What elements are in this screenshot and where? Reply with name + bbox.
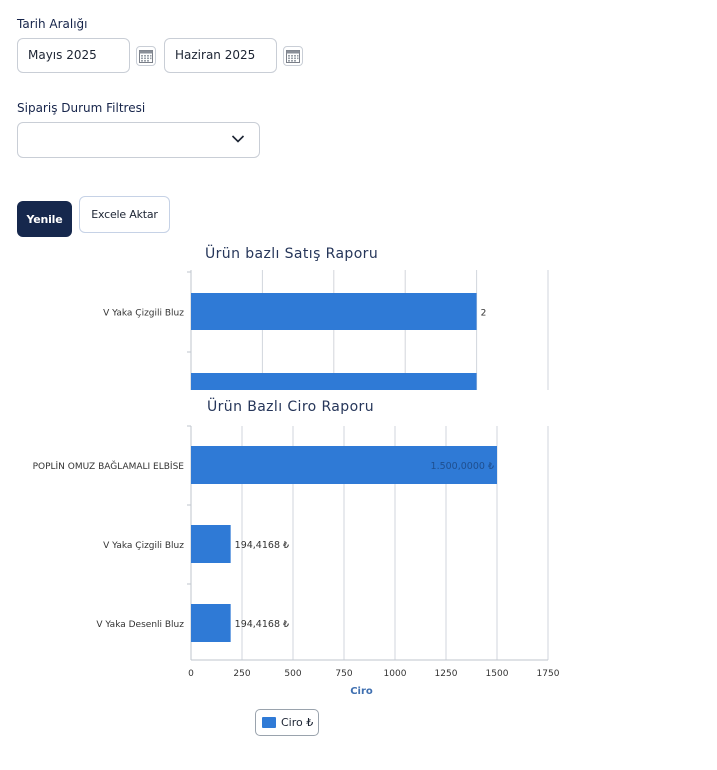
status-filter-select[interactable] [17,122,260,158]
category-label: POPLİN OMUZ BAĞLAMALI ELBİSE [33,460,185,472]
x-tick-label: 750 [335,669,352,679]
category-label: V Yaka Desenli Bluz [96,620,184,630]
revenue-chart-bars [191,446,497,642]
status-filter-label: Sipariş Durum Filtresi [17,101,146,115]
calendar-icon[interactable] [283,46,303,66]
data-label: 2 [481,309,487,319]
refresh-button[interactable]: Yenile [17,201,72,237]
data-label: 1.500,0000 ₺ [431,461,494,472]
calendar-icon-glyph [139,49,153,63]
chevron-down-icon [231,135,245,143]
x-tick-label: 0 [188,669,194,679]
calendar-icon[interactable] [136,46,156,66]
revenue-chart-title: Ürün Bazlı Ciro Raporu [207,399,374,415]
start-date-input[interactable]: Mayıs 2025 [17,38,130,73]
sales-chart-labels: V Yaka Çizgili Bluz 2 [103,309,486,319]
category-label: V Yaka Çizgili Bluz [103,309,184,319]
bar [191,525,231,563]
bar [191,373,477,390]
x-tick-label: 1250 [435,669,458,679]
x-tick-label: 1500 [486,669,509,679]
data-label: 194,4168 ₺ [235,540,289,551]
x-tick-label: 250 [233,669,250,679]
x-tick-label: 500 [284,669,301,679]
x-axis-title: Ciro [350,686,373,697]
revenue-chart-labels: 0 250 500 750 1000 1250 1500 1750 Ciro POPLİN OMU… [33,460,560,697]
legend-swatch [262,717,276,728]
bar [191,446,497,484]
sales-chart: V Yaka Çizgili Bluz 2 [103,270,549,390]
export-excel-button[interactable]: Excele Aktar [79,196,170,233]
bar [191,604,231,642]
revenue-chart-legend[interactable]: Ciro ₺ [255,709,319,736]
x-tick-label: 1750 [537,669,560,679]
data-label: 194,4168 ₺ [235,619,289,630]
end-date-input[interactable]: Haziran 2025 [164,38,277,73]
category-label: V Yaka Çizgili Bluz [103,541,184,551]
calendar-icon-glyph [286,49,300,63]
legend-label: Ciro ₺ [281,716,314,729]
x-tick-label: 1000 [384,669,407,679]
bar [191,293,477,330]
sales-chart-bars [191,293,477,390]
date-range-label: Tarih Aralığı [17,17,88,31]
sales-chart-title: Ürün bazlı Satış Raporu [205,246,379,262]
revenue-chart: 0 250 500 750 1000 1250 1500 1750 Ciro POPLİN OMU… [33,425,560,697]
